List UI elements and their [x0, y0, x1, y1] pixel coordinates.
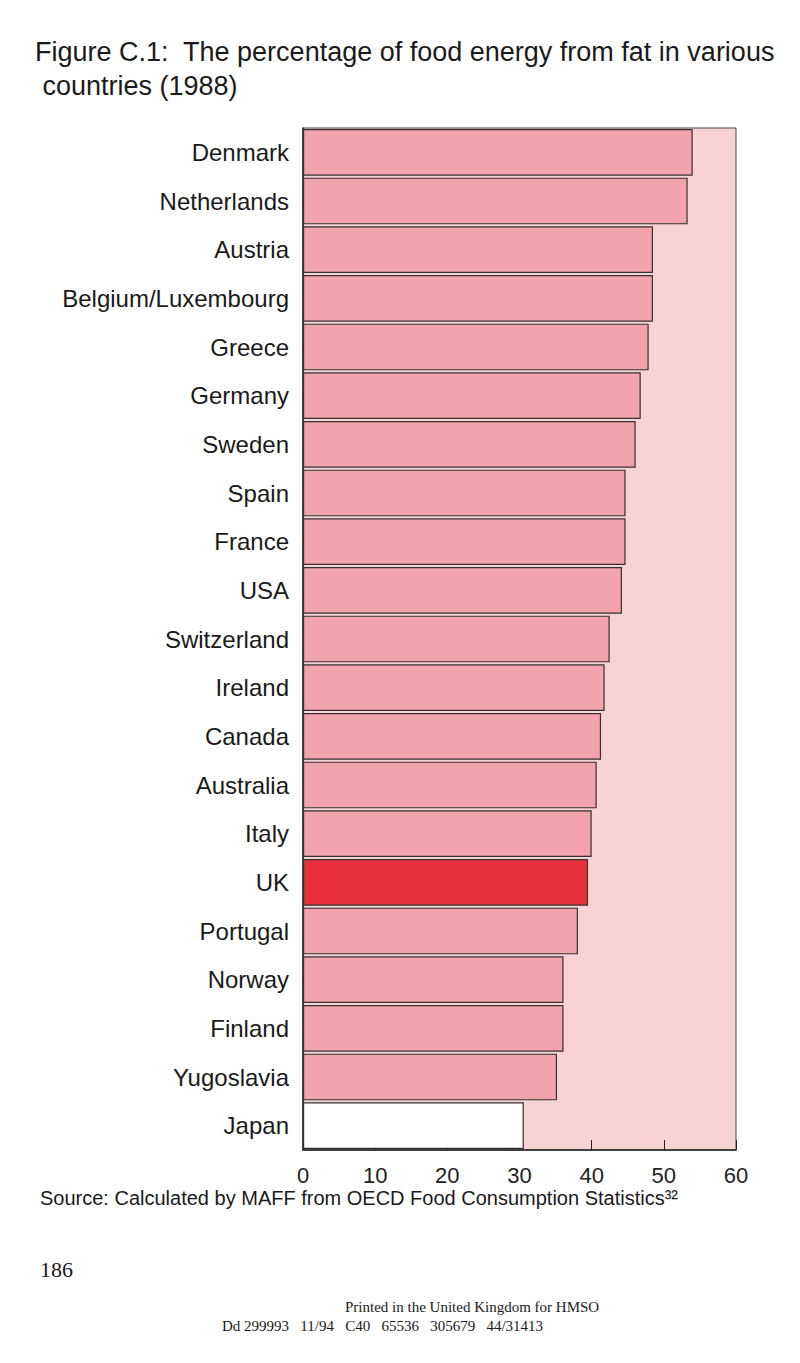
svg-text:Japan: Japan: [224, 1112, 289, 1139]
svg-text:Austria: Austria: [214, 236, 289, 263]
svg-text:Switzerland: Switzerland: [165, 626, 289, 653]
svg-text:Portugal: Portugal: [200, 918, 289, 945]
svg-text:Finland: Finland: [210, 1015, 289, 1042]
svg-text:20: 20: [435, 1163, 459, 1188]
svg-text:Greece: Greece: [210, 334, 289, 361]
svg-text:countries (1988): countries (1988): [35, 71, 238, 101]
svg-text:Yugoslavia: Yugoslavia: [173, 1064, 290, 1091]
svg-text:Australia: Australia: [196, 772, 290, 799]
svg-text:Dd 299993 11/94 C40 6553: Dd 299993 11/94 C40 65536 305679 44/3141…: [222, 1318, 543, 1334]
svg-text:Ireland: Ireland: [216, 674, 289, 701]
svg-text:Norway: Norway: [208, 966, 289, 993]
svg-text:30: 30: [507, 1163, 531, 1188]
svg-text:50: 50: [652, 1163, 676, 1188]
svg-text:UK: UK: [256, 869, 289, 896]
svg-text:USA: USA: [240, 577, 289, 604]
svg-text:France: France: [214, 528, 289, 555]
svg-text:60: 60: [724, 1163, 748, 1188]
svg-text:Figure C.1: The percentage of: Figure C.1: The percentage of food energ…: [35, 37, 774, 67]
svg-text:Netherlands: Netherlands: [160, 188, 289, 215]
svg-text:Sweden: Sweden: [202, 431, 289, 458]
svg-text:40: 40: [579, 1163, 603, 1188]
svg-text:Canada: Canada: [205, 723, 290, 750]
svg-text:10: 10: [363, 1163, 387, 1188]
svg-text:Germany: Germany: [190, 382, 289, 409]
svg-text:0: 0: [297, 1163, 309, 1188]
svg-text:Printed in the United Kingdom: Printed in the United Kingdom for HMSO: [345, 1299, 599, 1315]
svg-text:Belgium/Luxembourg: Belgium/Luxembourg: [62, 285, 289, 312]
svg-text:Italy: Italy: [245, 820, 289, 847]
svg-text:Denmark: Denmark: [192, 139, 290, 166]
svg-text:Spain: Spain: [228, 480, 289, 507]
svg-text:186: 186: [40, 1257, 73, 1282]
svg-text:Source: Calculated by MAFF fro: Source: Calculated by MAFF from OECD Foo…: [40, 1187, 678, 1209]
